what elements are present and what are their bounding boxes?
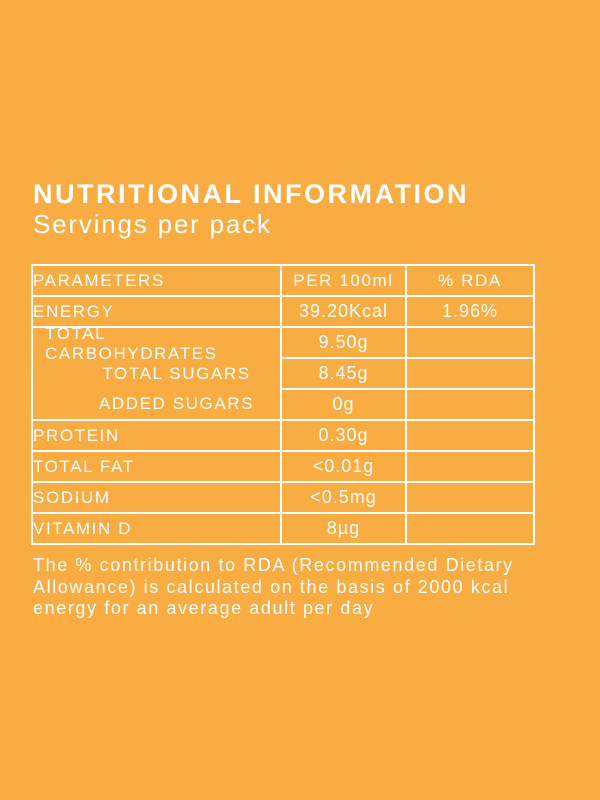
nutrition-label: NUTRITIONAL INFORMATION Servings per pac… <box>31 179 570 620</box>
total-carbohydrates-label: TOTAL CARBOHYDRATES <box>45 323 218 363</box>
energy-value: 39.20Kcal <box>280 295 407 328</box>
column-header-rda: % RDA <box>405 264 535 297</box>
added-sugars-value: 0g <box>280 388 407 421</box>
vitamin-d-label: VITAMIN D <box>31 512 282 545</box>
rda-footnote-line-2: Allowance) is calculated on the basis of… <box>33 576 510 597</box>
rda-footnote-line-1: The % contribution to RDA (Recommended D… <box>33 555 514 575</box>
added-sugars-label: ADDED SUGARS <box>98 393 255 413</box>
rda-footnote: The % contribution to RDA (Recommended D… <box>33 555 570 620</box>
total-carbohydrates-value: 9.50g <box>280 326 407 359</box>
total-sugars-value: 8.45g <box>280 357 407 390</box>
total-fat-label: TOTAL FAT <box>31 450 282 483</box>
nutrition-table: PARAMETERS PER 100ml % RDA ENERGY 39.20K… <box>31 264 535 545</box>
vitamin-d-rda <box>405 512 535 545</box>
energy-rda: 1.96% <box>405 295 535 328</box>
total-sugars-rda <box>405 357 535 390</box>
table-header-row: PARAMETERS PER 100ml % RDA <box>31 264 535 297</box>
row-total-carbohydrates: TOTAL CARBOHYDRATES TOTAL SUGARS ADDED S… <box>31 324 535 421</box>
protein-label: PROTEIN <box>31 419 282 452</box>
row-total-sugars: 8.45g <box>32 357 535 390</box>
total-fat-value: <0.01g <box>280 450 407 483</box>
vitamin-d-value: 8µg <box>280 512 407 545</box>
column-header-parameters: PARAMETERS <box>31 264 282 297</box>
column-header-per-100ml: PER 100ml <box>280 264 407 297</box>
page-title: NUTRITIONAL INFORMATION <box>33 179 469 209</box>
rda-footnote-line-3: energy for an average adult per day <box>33 598 375 618</box>
row-protein: PROTEIN 0.30g <box>31 419 535 452</box>
carbohydrates-label-cell: TOTAL CARBOHYDRATES TOTAL SUGARS ADDED S… <box>31 323 282 421</box>
row-sodium: SODIUM <0.5mg <box>31 481 535 514</box>
protein-value: 0.30g <box>280 419 407 452</box>
total-fat-rda <box>405 450 535 483</box>
total-carbohydrates-rda <box>405 326 535 359</box>
row-energy: ENERGY 39.20Kcal 1.96% <box>31 295 535 328</box>
row-vitamin-d: VITAMIN D 8µg <box>31 512 535 545</box>
row-added-sugars: 0g <box>32 388 535 421</box>
energy-label: ENERGY <box>31 295 282 328</box>
added-sugars-rda <box>405 388 535 421</box>
sodium-value: <0.5mg <box>280 481 407 514</box>
row-total-fat: TOTAL FAT <0.01g <box>31 450 535 483</box>
sodium-rda <box>405 481 535 514</box>
page-subtitle: Servings per pack <box>33 209 272 239</box>
sodium-label: SODIUM <box>31 481 282 514</box>
protein-rda <box>405 419 535 452</box>
total-sugars-label: TOTAL SUGARS <box>102 363 251 383</box>
